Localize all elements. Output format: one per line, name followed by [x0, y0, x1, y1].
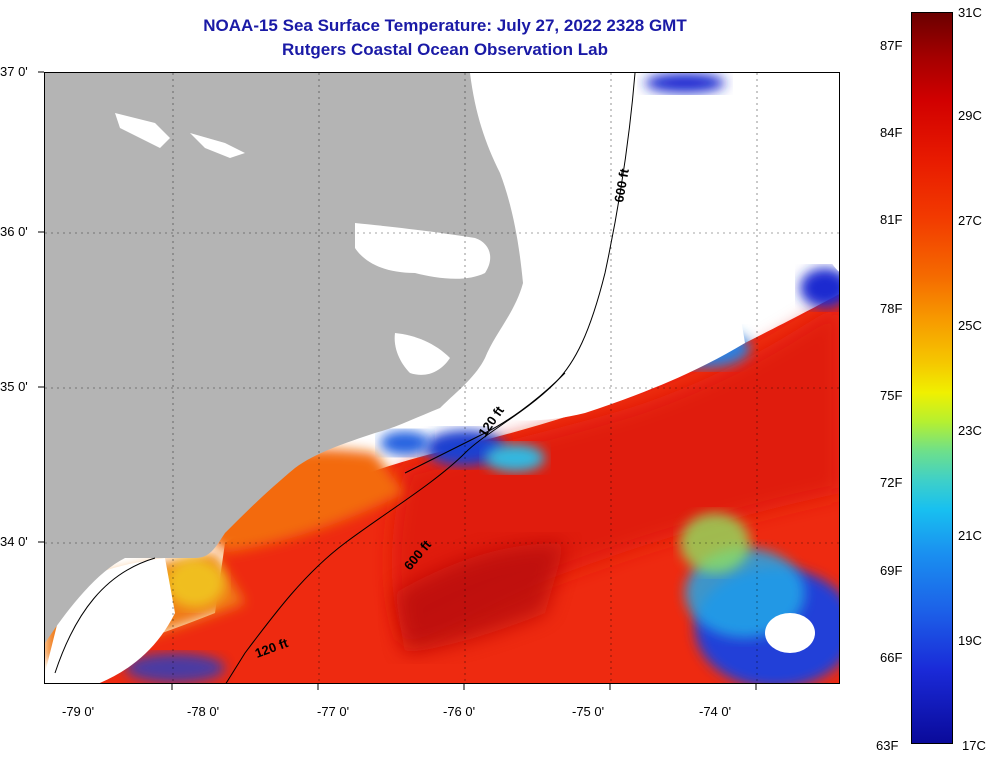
colorbar-f-81: 81F [880, 212, 903, 227]
lat-label-34: 34 0' [0, 534, 28, 549]
lon-label-77: -77 0' [317, 704, 350, 719]
colorbar-c-31: 31C [958, 5, 982, 20]
map-subtitle: Rutgers Coastal Ocean Observation Lab [282, 40, 608, 59]
colorbar-c-25: 25C [958, 318, 982, 333]
colorbar-c-29: 29C [958, 108, 982, 123]
colorbar-f-66: 66F [880, 650, 903, 665]
map-title: NOAA-15 Sea Surface Temperature: July 27… [203, 16, 687, 35]
colorbar-c-17: 17C [962, 738, 986, 753]
colorbar-f-78: 78F [880, 301, 903, 316]
lon-label-79: -79 0' [62, 704, 95, 719]
colorbar-c-21: 21C [958, 528, 982, 543]
colorbar-f-72: 72F [880, 475, 903, 490]
colorbar-c-27: 27C [958, 213, 982, 228]
lon-label-76: -76 0' [443, 704, 476, 719]
sst-map: 600 ft 120 ft 600 ft 120 ft [44, 72, 840, 684]
lat-label-35: 35 0' [0, 379, 28, 394]
colorbar-f-87: 87F [880, 38, 903, 53]
lat-lon-grid [45, 73, 839, 683]
land-mass [45, 73, 523, 643]
lon-label-74: -74 0' [699, 704, 732, 719]
temperature-colorbar [911, 12, 953, 744]
colorbar-f-69: 69F [880, 563, 903, 578]
lon-label-75: -75 0' [572, 704, 605, 719]
lat-label-36: 36 0' [0, 224, 28, 239]
sea-surface-temperature-field [45, 73, 839, 683]
colorbar-f-84: 84F [880, 125, 903, 140]
colorbar-c-23: 23C [958, 423, 982, 438]
colorbar-c-19: 19C [958, 633, 982, 648]
lon-label-78: -78 0' [187, 704, 220, 719]
sst-map-canvas: 600 ft 120 ft 600 ft 120 ft [45, 73, 839, 683]
lat-label-37: 37 0' [0, 64, 28, 79]
colorbar-f-63: 63F [876, 738, 899, 753]
colorbar-f-75: 75F [880, 388, 903, 403]
contour-label-600ft-north: 600 ft [611, 167, 632, 204]
depth-contours [54, 73, 636, 683]
